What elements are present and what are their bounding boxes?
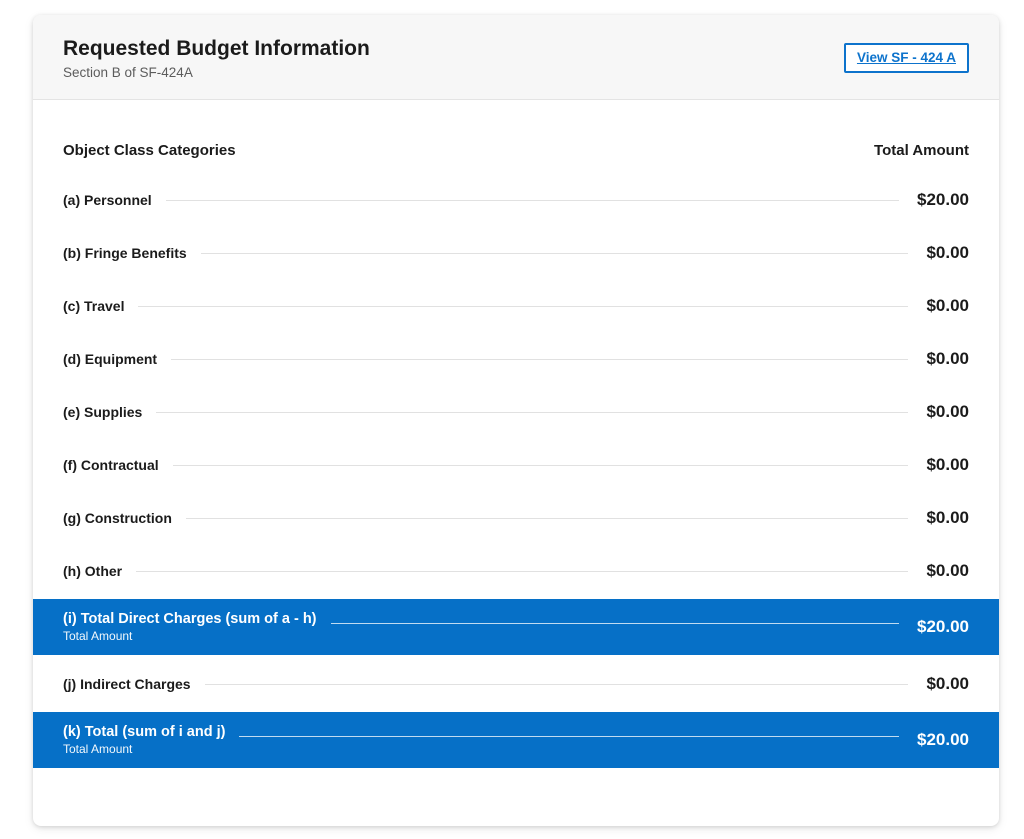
row-label: (d) Equipment [63,350,158,367]
card-header: Requested Budget Information Section B o… [33,15,999,101]
row-label: (j) Indirect Charges [63,675,191,692]
row-label-block: (i) Total Direct Charges (sum of a - h) … [63,611,317,643]
leader-line [156,412,909,414]
leader-line [204,684,909,686]
row-amount: $0.00 [926,507,969,527]
title-block: Requested Budget Information Section B o… [63,36,370,80]
row-label: (i) Total Direct Charges (sum of a - h) [63,611,317,628]
row-label: (f) Contractual [63,456,159,473]
row-label-block: (k) Total (sum of i and j) Total Amount [63,724,225,756]
row-amount: $0.00 [926,560,969,580]
table-row: (e) Supplies $0.00 [63,385,969,438]
row-label: (k) Total (sum of i and j) [63,724,226,741]
row-amount: $0.00 [926,242,969,262]
row-amount: $20.00 [917,617,969,637]
row-label-block: (a) Personnel [63,192,152,208]
row-label-block: (b) Fringe Benefits [63,245,187,261]
budget-table: Object Class Categories Total Amount (a)… [33,100,999,826]
row-label-block: (d) Equipment [63,351,157,367]
leader-line [200,253,909,255]
table-row-total-highlighted: (i) Total Direct Charges (sum of a - h) … [33,599,999,656]
column-header-total-amount: Total Amount [874,142,969,160]
row-amount: $20.00 [917,189,969,209]
page-subtitle: Section B of SF-424A [63,65,193,81]
leader-line [138,306,909,308]
row-amount: $20.00 [917,730,969,750]
row-amount: $0.00 [926,454,969,474]
page-title: Requested Budget Information [63,37,370,60]
row-amount: $0.00 [926,673,969,693]
table-row: (h) Other $0.00 [63,544,969,597]
row-label-block: (e) Supplies [63,404,142,420]
leader-line [165,200,899,202]
table-rows-container: (a) Personnel $20.00 (b) Fringe Benefits… [33,173,999,769]
table-row: (g) Construction $0.00 [63,491,969,544]
leader-line [239,735,899,737]
table-column-headers: Object Class Categories Total Amount [63,142,969,159]
row-amount: $0.00 [926,348,969,368]
column-header-categories: Object Class Categories [63,142,236,160]
budget-information-card: Requested Budget Information Section B o… [33,15,999,827]
row-label: (g) Construction [63,509,172,526]
row-label-block: (j) Indirect Charges [63,676,191,692]
leader-line [185,518,909,520]
leader-line [136,571,909,573]
table-row: (a) Personnel $20.00 [63,173,969,226]
leader-line [172,465,909,467]
row-label-block: (f) Contractual [63,457,159,473]
row-amount: $0.00 [926,401,969,421]
table-row: (f) Contractual $0.00 [63,438,969,491]
table-row: (b) Fringe Benefits $0.00 [63,226,969,279]
row-label-block: (g) Construction [63,510,172,526]
row-label-block: (h) Other [63,563,122,579]
row-label-block: (c) Travel [63,298,124,314]
row-sublabel: Total Amount [63,742,133,757]
row-label: (a) Personnel [63,191,152,208]
row-label: (h) Other [63,562,123,579]
leader-line [171,359,909,361]
row-label: (c) Travel [63,297,125,314]
table-row: (d) Equipment $0.00 [63,332,969,385]
table-row-total-highlighted: (k) Total (sum of i and j) Total Amount … [33,712,999,769]
leader-line [330,622,899,624]
table-row: (c) Travel $0.00 [63,279,969,332]
row-label: (e) Supplies [63,403,143,420]
row-label: (b) Fringe Benefits [63,244,187,261]
table-row: (j) Indirect Charges $0.00 [63,657,969,710]
view-sf-424a-button[interactable]: View SF - 424 A [843,43,969,74]
row-amount: $0.00 [926,295,969,315]
row-sublabel: Total Amount [63,629,133,644]
